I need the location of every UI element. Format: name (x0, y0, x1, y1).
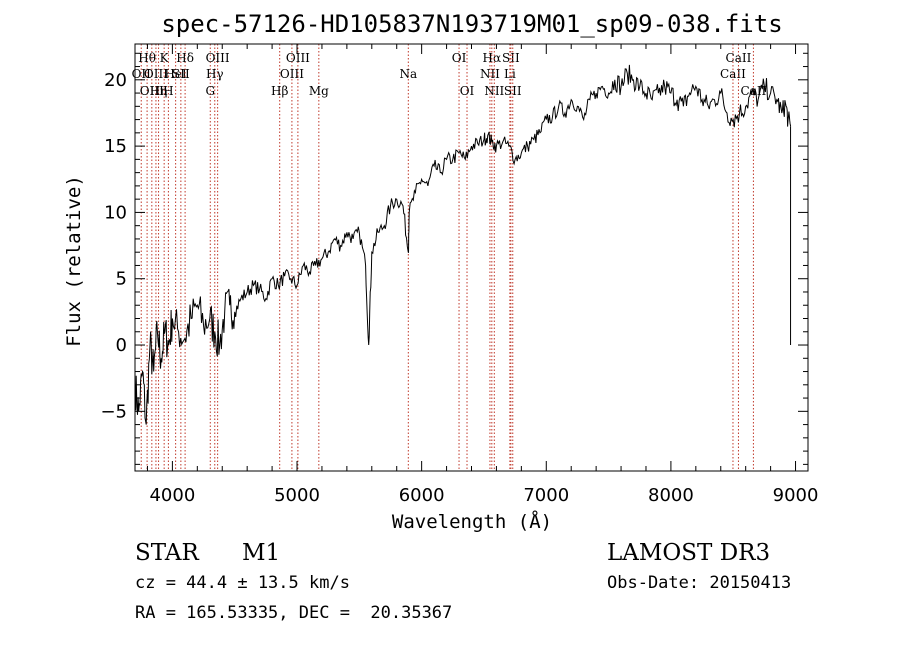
line-marker-label: K (160, 51, 170, 65)
y-tick-label: −5 (100, 401, 127, 422)
y-tick-label: 15 (104, 136, 127, 157)
line-markers: OIIHθOIIIOIIIHηKHHeISIIHδGHγOIIIHβOIIIOI… (132, 44, 767, 471)
survey-name: LAMOST DR3 (607, 540, 771, 566)
line-marker-label: Na (399, 67, 417, 81)
chart-title: spec-57126-HD105837N193719M01_sp09-038.f… (161, 10, 782, 38)
line-marker-label: NII (484, 84, 504, 98)
line-marker-label: SII (502, 51, 520, 65)
line-marker-label: G (205, 84, 215, 98)
line-marker-label: HeI (164, 67, 187, 81)
x-tick-label: 5000 (274, 485, 320, 506)
line-marker-label: SII (172, 67, 190, 81)
y-tick-label: 5 (116, 269, 127, 290)
line-marker-label: Hη (150, 84, 168, 98)
y-tick-label: 0 (116, 335, 127, 356)
line-marker-label: OIII (206, 51, 230, 65)
line-marker-label: OI (452, 51, 467, 65)
object-type: STAR (135, 540, 199, 566)
line-marker-label: Hγ (206, 67, 224, 81)
line-marker-label: H (163, 84, 173, 98)
line-marker-label: CaII (720, 67, 746, 81)
line-marker-label: Hδ (176, 51, 194, 65)
line-marker-label: Hβ (271, 84, 288, 98)
x-tick-label: 9000 (773, 485, 819, 506)
y-axis-label: Flux (relative) (63, 175, 85, 347)
line-marker-label: OII (132, 67, 152, 81)
y-tick-label: 20 (104, 70, 127, 91)
line-marker-label: OI (460, 84, 475, 98)
line-marker-label: OIII (144, 67, 168, 81)
ra-dec-coords: RA = 165.53335, DEC = 20.35367 (135, 603, 453, 623)
plot-frame (134, 43, 809, 472)
spectrum-line (134, 64, 792, 425)
object-subclass: M1 (242, 540, 281, 566)
x-axis-label: Wavelength (Å) (392, 510, 552, 533)
obs-date: Obs-Date: 20150413 (607, 573, 792, 593)
spectrum-series (134, 64, 792, 425)
x-tick-label: 7000 (523, 485, 569, 506)
line-marker-label: Hα (483, 51, 502, 65)
x-tick-label: 8000 (648, 485, 694, 506)
line-marker-label: OIII (280, 67, 304, 81)
line-marker-label: NII (480, 67, 500, 81)
line-marker-label: SII (504, 84, 522, 98)
line-marker-label: Li (504, 67, 516, 81)
line-marker-label: OIII (286, 51, 310, 65)
line-marker-label: Hθ (138, 51, 156, 65)
redshift-cz: cz = 44.4 ± 13.5 km/s (135, 573, 350, 593)
x-tick-label: 6000 (399, 485, 445, 506)
x-tick-label: 4000 (149, 485, 195, 506)
axes: 4000 5000 6000 7000 8000 9000 −5 0 5 10 15 20 (100, 44, 818, 506)
line-marker-label: OIII (140, 84, 164, 98)
line-marker-label: CaII (726, 51, 752, 65)
y-tick-label: 10 (104, 202, 127, 223)
line-marker-label: Mg (309, 84, 329, 98)
